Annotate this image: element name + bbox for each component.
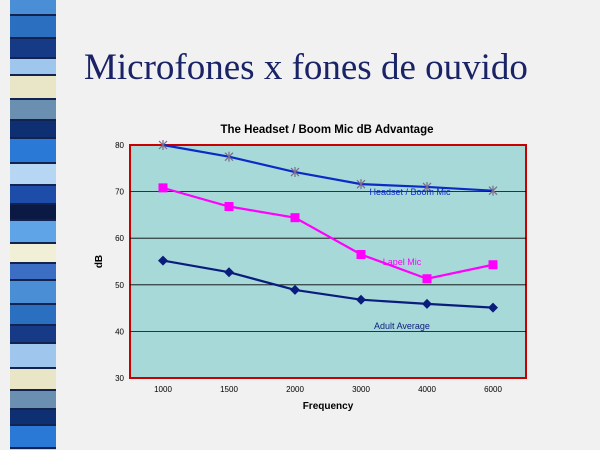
stripe-block: [10, 369, 56, 389]
stripe-block: [10, 76, 56, 98]
x-tick-label: 3000: [352, 385, 370, 394]
stripe-block: [10, 281, 56, 303]
data-point-star: [356, 179, 366, 190]
y-axis-label: dB: [94, 255, 105, 268]
chart-title: The Headset / Boom Mic dB Advantage: [221, 124, 434, 136]
data-point-square: [488, 260, 498, 270]
x-tick-label: 2000: [286, 385, 304, 394]
stripe-block: [10, 121, 56, 137]
stripe-block: [10, 39, 56, 57]
plot-area: [129, 144, 527, 379]
slide-title: Microfones x fones de ouvido: [84, 47, 528, 88]
data-point-star: [290, 167, 300, 178]
data-point-diamond: [224, 267, 234, 278]
y-tick-label: 80: [115, 141, 124, 150]
data-point-diamond: [290, 284, 300, 295]
stripe-block: [10, 391, 56, 408]
data-point-diamond: [488, 302, 498, 313]
stripe-block: [10, 244, 56, 262]
data-point-diamond: [356, 294, 366, 305]
stripe-block: [10, 410, 56, 424]
y-tick-label: 50: [115, 281, 124, 290]
y-tick-label: 70: [115, 188, 124, 197]
stripe-block: [10, 16, 56, 37]
data-point-star: [158, 140, 168, 150]
series-label: Adult Average: [374, 321, 430, 331]
x-tick-label: 1500: [220, 385, 238, 394]
x-tick-label: 1000: [154, 385, 172, 394]
data-point-star: [224, 151, 234, 162]
stripe-block: [10, 344, 56, 367]
stripe-block: [10, 326, 56, 342]
stripe-block: [10, 186, 56, 203]
series-line: [162, 186, 494, 280]
stripe-block: [10, 264, 56, 279]
stripe-block: [10, 164, 56, 184]
y-tick-label: 30: [115, 374, 124, 383]
stripe-block: [10, 205, 56, 219]
data-point-star: [422, 181, 432, 192]
data-point-square: [422, 274, 432, 284]
data-point-star: [488, 185, 498, 196]
stripe-block: [10, 305, 56, 324]
decorative-stripe: [0, 0, 64, 450]
x-axis-label: Frequency: [303, 401, 354, 412]
data-point-diamond: [422, 298, 432, 309]
y-tick-label: 40: [115, 327, 124, 336]
data-point-square: [290, 213, 300, 223]
stripe-block: [10, 0, 56, 14]
stripe-block: [10, 100, 56, 119]
x-tick-label: 6000: [484, 385, 502, 394]
series-label: Headset / Boom Mic: [369, 187, 451, 197]
x-tick-label: 4000: [418, 385, 436, 394]
data-point-square: [158, 183, 168, 193]
data-point-square: [224, 202, 234, 212]
series-line: [162, 143, 494, 192]
stripe-block: [10, 426, 56, 447]
data-point-diamond: [158, 255, 168, 266]
series-line: [162, 259, 494, 309]
stripe-block: [10, 221, 56, 242]
stripe-block: [10, 139, 56, 162]
data-point-square: [356, 250, 366, 260]
series-label: Lapel Mic: [383, 257, 422, 267]
stripe-block: [10, 59, 56, 74]
y-tick-label: 60: [115, 234, 124, 243]
